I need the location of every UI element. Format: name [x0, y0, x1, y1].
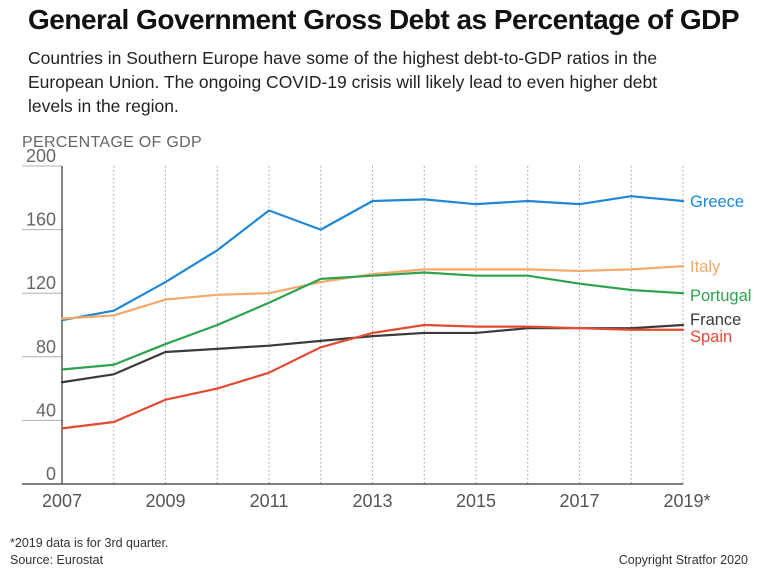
x-tick-label-2019: 2019*	[663, 491, 710, 511]
x-tick-label-2009: 2009	[145, 491, 185, 511]
source-note: Source: Eurostat	[10, 553, 104, 567]
series-line-spain	[60, 323, 685, 430]
series-label-france: France	[690, 311, 741, 329]
y-tick-label-0: 0	[46, 464, 56, 484]
series-line-portugal	[60, 271, 685, 371]
y-tick-label-160: 160	[26, 210, 56, 230]
footnote: *2019 data is for 3rd quarter.	[10, 536, 169, 550]
series-label-spain: Spain	[690, 328, 732, 346]
x-tick-label-2011: 2011	[250, 491, 289, 511]
x-tick-label-2017: 2017	[559, 491, 599, 511]
y-tick-label-120: 120	[26, 273, 56, 293]
series-line-italy	[60, 265, 685, 320]
x-tick-label-2013: 2013	[352, 491, 392, 511]
y-tick-label-40: 40	[36, 400, 56, 420]
y-tick-label-200: 200	[26, 146, 56, 166]
x-tick-label-2015: 2015	[456, 491, 496, 511]
series-label-portugal: Portugal	[690, 287, 751, 305]
y-tick-label-80: 80	[36, 337, 56, 357]
series-line-greece	[60, 195, 685, 322]
chart-subtitle: Countries in Southern Europe have some o…	[28, 48, 658, 116]
series-label-italy: Italy	[690, 258, 721, 276]
chart-title: General Government Gross Debt as Percent…	[28, 4, 740, 35]
series-label-greece: Greece	[690, 193, 744, 211]
x-tick-label-2007: 2007	[42, 491, 82, 511]
copyright-note: Copyright Stratfor 2020	[618, 553, 748, 567]
y-axis-label: PERCENTAGE OF GDP	[22, 134, 202, 151]
